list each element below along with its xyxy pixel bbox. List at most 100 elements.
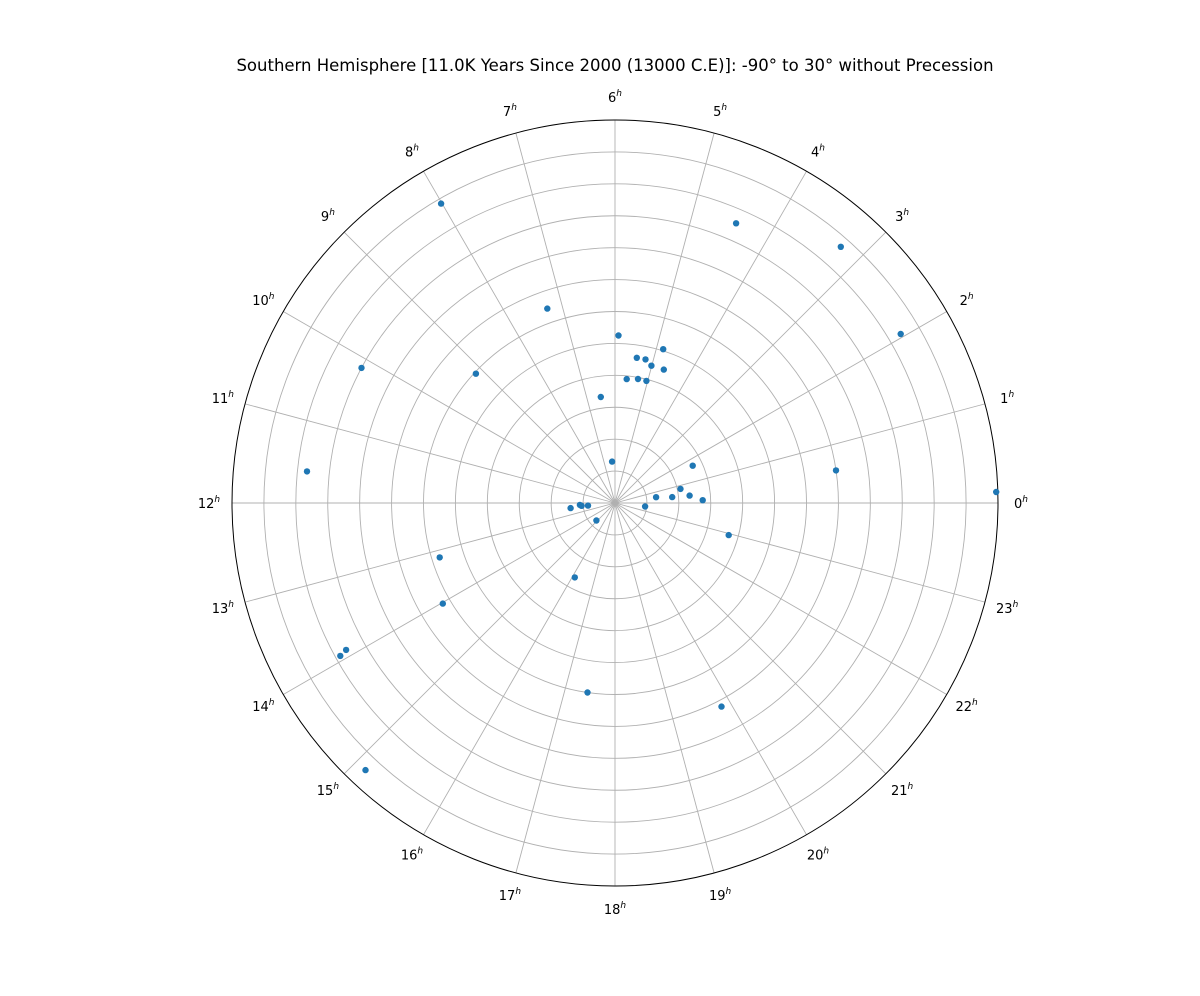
tick-label-main: 18 [604, 903, 621, 918]
data-point-17 [642, 356, 649, 363]
tick-label-5: 5h [713, 103, 727, 120]
tick-label-sup: h [1013, 600, 1019, 610]
tick-label-sup: h [907, 782, 913, 792]
angular-gridline-4 [614, 171, 807, 504]
data-point-28 [303, 468, 311, 475]
data-point-9 [725, 531, 732, 539]
tick-label-main: 21 [891, 784, 908, 799]
tick-label-sup: h [721, 103, 727, 113]
tick-label-sup: h [333, 782, 339, 792]
angular-gridline-10 [283, 311, 616, 504]
tick-label-main: 19 [709, 889, 726, 904]
data-point-27 [358, 364, 365, 372]
tick-label-sup: h [616, 89, 622, 99]
data-point-12 [732, 220, 740, 227]
tick-label-main: 3 [895, 210, 903, 225]
data-point-3 [686, 492, 693, 499]
angular-gridline-23 [614, 502, 986, 603]
tick-label-sup: h [269, 698, 275, 708]
tick-label-14: 14h [252, 698, 275, 715]
tick-label-23: 23h [996, 600, 1019, 617]
tick-label-9: 9h [321, 208, 335, 225]
data-point-25 [437, 200, 445, 207]
data-point-41 [718, 703, 725, 710]
angular-gridline-5 [614, 132, 715, 504]
angular-gridline-11 [244, 403, 616, 504]
tick-label-sup: h [214, 495, 220, 505]
data-point-32 [578, 502, 585, 509]
data-point-34 [342, 646, 350, 654]
tick-label-main: 23 [996, 602, 1013, 617]
data-point-14 [660, 346, 667, 353]
polar-frame [231, 119, 999, 887]
tick-label-3: 3h [895, 208, 909, 225]
angular-gridline-17 [515, 502, 616, 874]
tick-label-sup: h [1022, 495, 1028, 505]
tick-label-8: 8h [405, 143, 419, 160]
tick-label-13: 13h [212, 600, 235, 617]
angular-gridline-16 [423, 502, 616, 835]
angular-gridline-14 [283, 502, 616, 695]
tick-label-10: 10h [252, 292, 275, 309]
angular-gridlines [232, 120, 998, 886]
data-point-2 [699, 497, 706, 504]
tick-label-12: 12h [198, 495, 221, 512]
data-point-24 [544, 305, 551, 312]
tick-label-main: 8 [405, 145, 413, 160]
tick-label-15: 15h [317, 782, 340, 799]
data-point-7 [641, 503, 649, 510]
tick-label-11: 11h [212, 390, 235, 407]
tick-label-main: 2 [960, 294, 968, 309]
tick-label-sup: h [1008, 390, 1014, 400]
tick-label-17: 17h [499, 887, 522, 904]
data-point-21 [615, 332, 622, 339]
data-point-18 [633, 354, 640, 361]
tick-label-sup: h [903, 208, 909, 218]
tick-label-6: 6h [608, 89, 622, 106]
tick-label-main: 16 [401, 849, 418, 864]
tick-label-sup: h [417, 847, 423, 857]
angular-gridline-15 [343, 502, 616, 775]
tick-label-0: 0h [1014, 495, 1028, 512]
tick-label-main: 12 [198, 497, 215, 512]
angular-gridline-8 [423, 171, 616, 504]
tick-label-sup: h [819, 143, 825, 153]
tick-label-main: 1 [1000, 392, 1008, 407]
tick-label-main: 6 [608, 91, 616, 106]
angular-gridline-19 [614, 502, 715, 874]
tick-label-sup: h [228, 390, 234, 400]
tick-label-sup: h [725, 887, 731, 897]
tick-label-20: 20h [807, 847, 830, 864]
tick-label-4: 4h [811, 143, 825, 160]
angular-gridline-20 [614, 502, 807, 835]
data-point-1 [832, 467, 840, 474]
data-point-40 [584, 689, 591, 696]
tick-label-16: 16h [401, 847, 424, 864]
data-point-6 [652, 494, 660, 501]
data-point-5 [677, 485, 684, 493]
data-point-11 [837, 243, 844, 250]
data-point-29 [567, 504, 574, 512]
tick-label-sup: h [329, 208, 335, 218]
data-point-33 [436, 554, 443, 561]
angular-gridline-22 [614, 502, 947, 695]
angular-gridline-3 [614, 231, 887, 504]
data-point-13 [660, 366, 667, 373]
tick-label-main: 22 [955, 700, 972, 715]
data-point-23 [608, 458, 616, 465]
data-point-26 [472, 370, 480, 377]
tick-label-main: 7 [503, 105, 511, 120]
angular-gridline-9 [343, 231, 616, 504]
tick-label-main: 17 [499, 889, 516, 904]
tick-label-main: 9 [321, 210, 329, 225]
data-point-39 [571, 574, 578, 581]
tick-label-22: 22h [955, 698, 978, 715]
data-point-22 [597, 393, 604, 401]
tick-label-sup: h [620, 901, 626, 911]
angular-gridline-1 [614, 403, 986, 504]
tick-label-main: 14 [252, 700, 269, 715]
tick-label-sup: h [413, 143, 419, 153]
angular-tick-labels: 0h1h2h3h4h5h6h7h8h9h10h11h12h13h14h15h16… [198, 89, 1028, 918]
tick-label-main: 0 [1014, 497, 1022, 512]
